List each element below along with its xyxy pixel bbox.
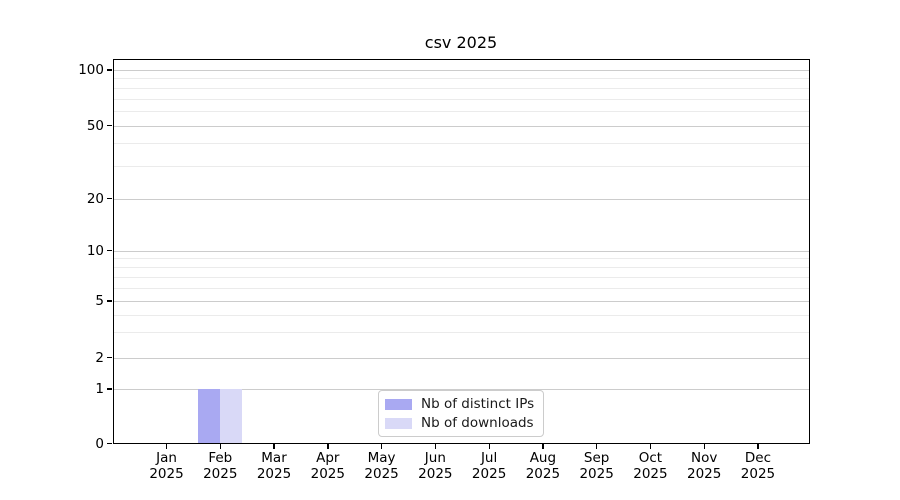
y-tick-mark bbox=[107, 250, 112, 252]
y-minor-gridline bbox=[113, 287, 809, 289]
legend-swatch-nb-of-downloads bbox=[385, 417, 412, 429]
y-tick-label: 10 bbox=[86, 242, 104, 259]
x-tick-label: Apr 2025 bbox=[310, 449, 345, 483]
bar-nb-of-distinct-ips-feb bbox=[198, 389, 221, 443]
y-minor-gridline bbox=[113, 143, 809, 145]
y-tick-label: 100 bbox=[78, 62, 104, 78]
x-tick-mark bbox=[273, 443, 275, 449]
legend-entry: Nb of distinct IPs bbox=[385, 396, 534, 412]
y-tick-label: 50 bbox=[86, 117, 104, 134]
y-tick-label: 1 bbox=[95, 381, 104, 397]
x-tick-label: Jul 2025 bbox=[471, 449, 507, 483]
y-tick-mark bbox=[107, 69, 112, 71]
x-tick-mark bbox=[649, 443, 652, 449]
x-tick-label: Jun 2025 bbox=[418, 449, 453, 483]
x-tick-mark bbox=[434, 443, 437, 449]
y-minor-gridline bbox=[113, 258, 809, 260]
y-major-gridline bbox=[113, 250, 809, 252]
x-tick-label: Sep 2025 bbox=[579, 449, 614, 483]
x-tick-label: Feb 2025 bbox=[203, 449, 238, 483]
y-tick-label: 0 bbox=[95, 435, 104, 452]
x-tick-mark bbox=[757, 443, 759, 449]
x-tick-mark bbox=[380, 443, 383, 449]
y-minor-gridline bbox=[113, 98, 809, 100]
y-tick-mark bbox=[107, 197, 112, 200]
legend-label: Nb of downloads bbox=[421, 415, 534, 431]
x-tick-mark bbox=[165, 443, 168, 449]
y-tick-label: 20 bbox=[86, 190, 104, 207]
y-tick-mark bbox=[107, 388, 112, 390]
x-tick-mark bbox=[542, 443, 544, 449]
y-minor-gridline bbox=[113, 78, 809, 80]
y-tick-mark bbox=[107, 300, 112, 302]
x-tick-mark bbox=[596, 443, 598, 449]
x-tick-label: Aug 2025 bbox=[525, 449, 561, 483]
y-minor-gridline bbox=[113, 332, 809, 334]
y-minor-gridline bbox=[113, 314, 809, 316]
y-tick-label: 5 bbox=[95, 293, 104, 309]
x-tick-label: May 2025 bbox=[364, 449, 399, 483]
x-tick-label: Jan 2025 bbox=[149, 449, 184, 483]
y-minor-gridline bbox=[113, 166, 809, 168]
y-tick-label: 2 bbox=[95, 349, 104, 366]
y-major-gridline bbox=[113, 301, 809, 302]
y-major-gridline bbox=[113, 389, 809, 390]
x-tick-mark bbox=[488, 443, 490, 449]
legend-label: Nb of distinct IPs bbox=[421, 396, 535, 412]
y-major-gridline bbox=[113, 198, 809, 200]
chart-title: csv 2025 bbox=[424, 33, 498, 52]
x-tick-label: Mar 2025 bbox=[256, 449, 292, 483]
x-tick-mark bbox=[703, 443, 705, 449]
x-tick-mark bbox=[327, 443, 329, 449]
y-tick-mark bbox=[107, 356, 112, 359]
y-major-gridline bbox=[113, 357, 809, 359]
plot-area bbox=[112, 59, 810, 444]
x-tick-mark bbox=[219, 443, 221, 449]
legend-entry: Nb of downloads bbox=[385, 415, 534, 431]
y-major-gridline bbox=[113, 70, 809, 71]
y-minor-gridline bbox=[113, 276, 809, 278]
y-minor-gridline bbox=[113, 87, 809, 89]
x-tick-label: Oct 2025 bbox=[633, 449, 668, 483]
y-minor-gridline bbox=[113, 266, 809, 268]
bar-nb-of-downloads-feb bbox=[220, 389, 243, 443]
y-tick-mark bbox=[107, 124, 112, 127]
legend: Nb of distinct IPs Nb of downloads bbox=[378, 390, 544, 437]
x-tick-label: Dec 2025 bbox=[740, 449, 776, 483]
legend-swatch-nb-of-distinct-ips bbox=[385, 398, 412, 410]
x-tick-label: Nov 2025 bbox=[687, 449, 722, 483]
y-tick-mark bbox=[107, 442, 112, 445]
y-minor-gridline bbox=[113, 110, 809, 112]
y-major-gridline bbox=[113, 125, 809, 127]
